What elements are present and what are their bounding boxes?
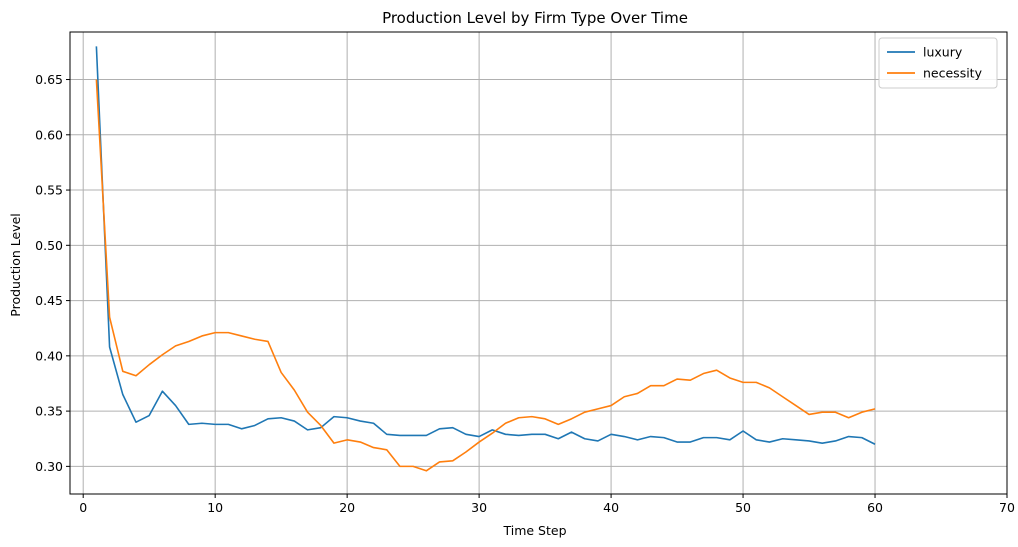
y-tick-label: 0.65 — [35, 72, 63, 87]
series-line-necessity — [95, 79, 876, 472]
y-tick-label: 0.50 — [35, 238, 63, 253]
y-tick-label: 0.30 — [35, 459, 63, 474]
y-tick-label: 0.60 — [35, 127, 63, 142]
axis-ticks: 0 10 20 30 40 50 60 70 0.30 0.35 0.40 0.45 0.50 0.55 0… — [35, 72, 1015, 515]
x-axis-label: Time Step — [502, 523, 566, 538]
legend: luxury necessity — [878, 37, 998, 89]
y-tick-label: 0.40 — [35, 348, 63, 363]
x-tick-label: 50 — [735, 500, 751, 515]
plot-frame — [69, 31, 1008, 495]
legend-box — [878, 37, 998, 89]
series-lines — [95, 46, 876, 472]
y-tick-label: 0.35 — [35, 404, 63, 419]
x-tick-label: 60 — [867, 500, 883, 515]
x-tick-label: 10 — [207, 500, 223, 515]
x-tick-label: 0 — [79, 500, 87, 515]
x-tick-label: 20 — [339, 500, 355, 515]
x-tick-label: 40 — [603, 500, 619, 515]
legend-label-luxury: luxury — [923, 45, 963, 60]
x-tick-label: 70 — [999, 500, 1015, 515]
grid — [70, 32, 1008, 494]
y-tick-label: 0.45 — [35, 293, 63, 308]
x-tick-label: 30 — [471, 500, 487, 515]
series-line-luxury — [95, 46, 876, 445]
y-axis-label: Production Level — [8, 213, 23, 316]
chart-title: Production Level by Firm Type Over Time — [382, 9, 688, 27]
legend-label-necessity: necessity — [923, 66, 983, 81]
y-tick-label: 0.55 — [35, 183, 63, 198]
